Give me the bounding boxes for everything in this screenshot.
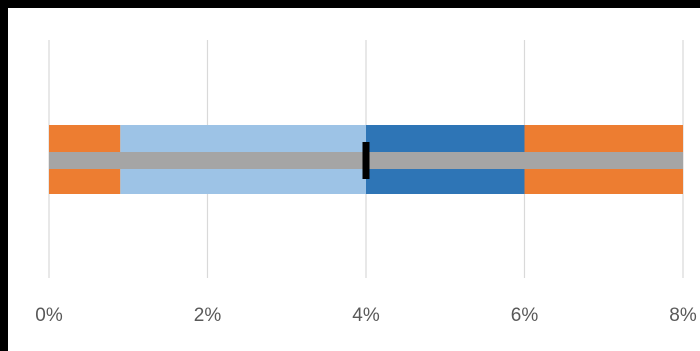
x-tick-label-4: 8% bbox=[669, 305, 697, 326]
target-marker-line bbox=[362, 142, 370, 179]
x-tick-label-0: 0% bbox=[35, 305, 63, 326]
x-tick-label-2: 4% bbox=[352, 305, 380, 326]
target-marker bbox=[362, 142, 370, 179]
x-tick-label-3: 6% bbox=[511, 305, 539, 326]
x-axis-tick-labels: 0% 2% 4% 6% 8% bbox=[35, 305, 697, 326]
chart-frame: 0% 2% 4% 6% 8% bbox=[8, 8, 700, 351]
bullet-chart: 0% 2% 4% 6% 8% bbox=[35, 40, 697, 326]
x-tick-label-1: 2% bbox=[194, 305, 222, 326]
